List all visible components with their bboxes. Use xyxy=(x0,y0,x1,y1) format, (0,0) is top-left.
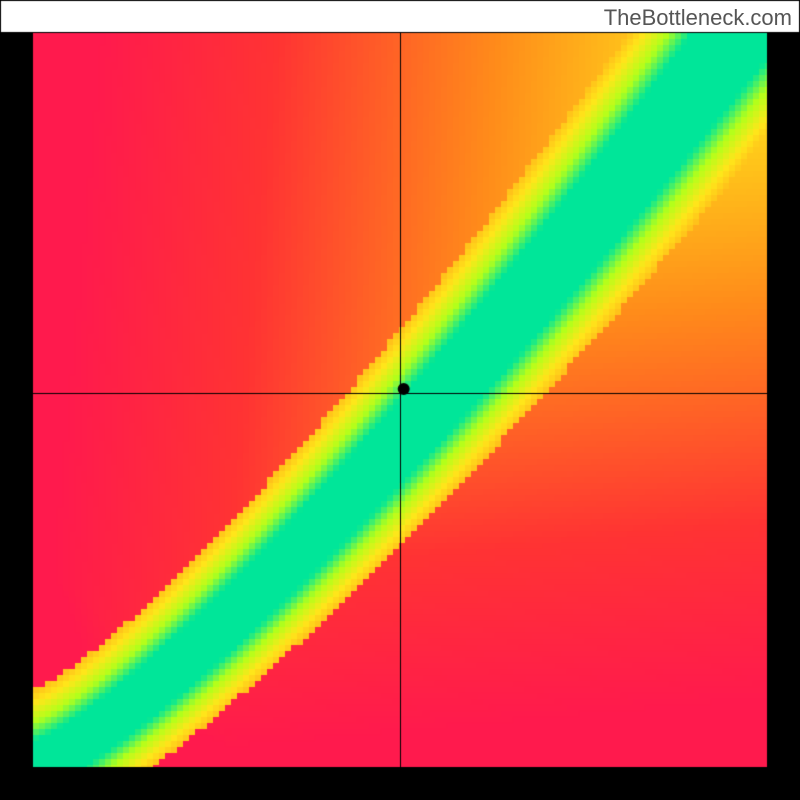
heatmap-canvas xyxy=(0,0,800,800)
chart-container: TheBottleneck.com xyxy=(0,0,800,800)
watermark-text: TheBottleneck.com xyxy=(604,5,792,31)
